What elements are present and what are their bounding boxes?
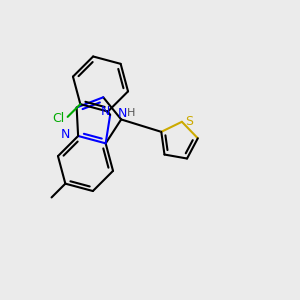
- Text: S: S: [185, 115, 194, 128]
- Text: Cl: Cl: [52, 112, 64, 125]
- Text: N: N: [61, 128, 70, 141]
- Text: N: N: [118, 107, 127, 120]
- Text: H: H: [127, 108, 135, 118]
- Text: N: N: [101, 105, 110, 118]
